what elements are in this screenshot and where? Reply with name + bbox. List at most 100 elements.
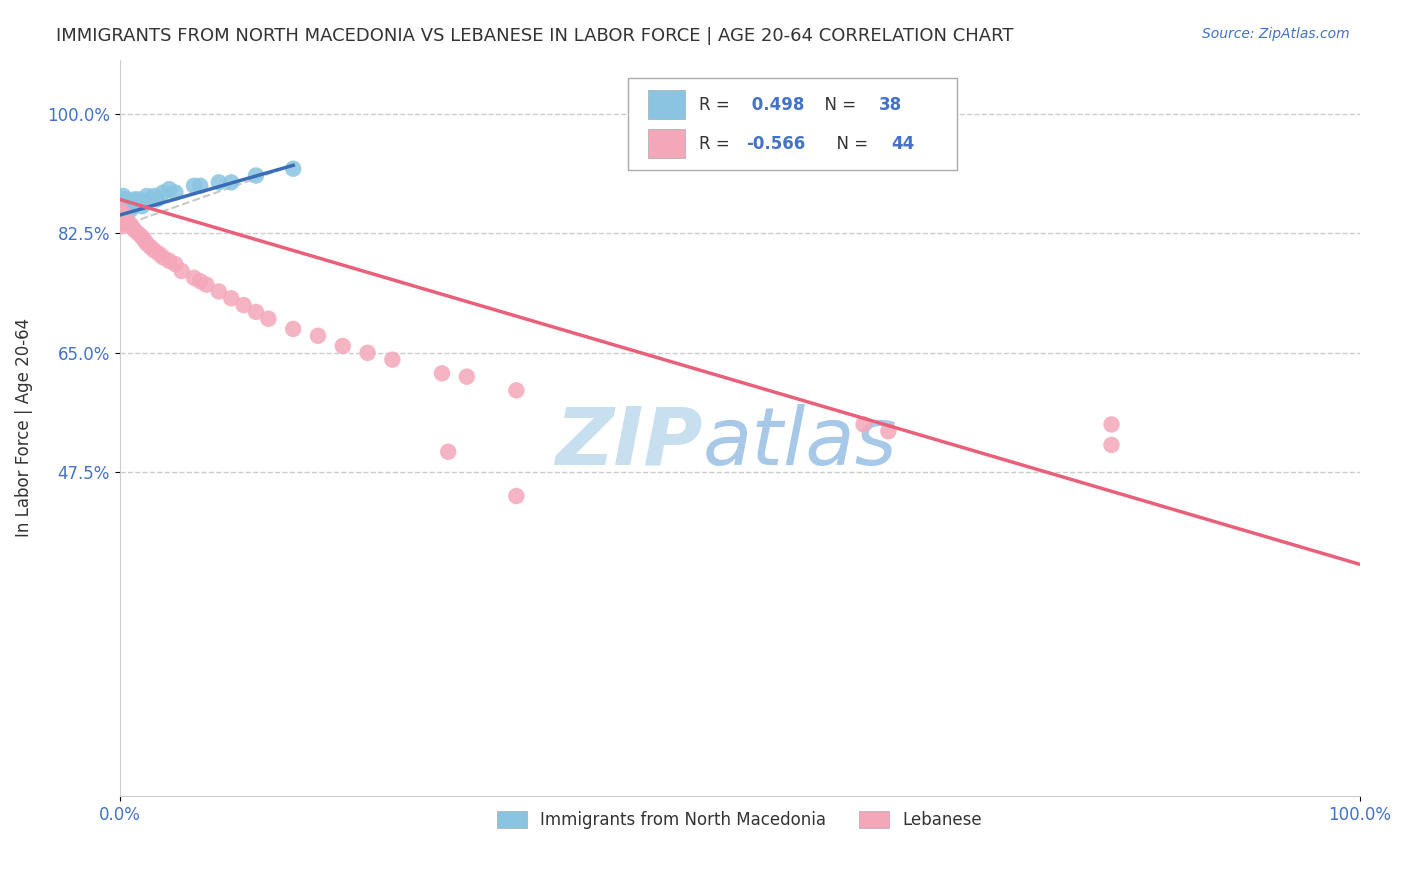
Point [157,182,180,196]
Point [157,253,180,268]
Point [143,244,166,258]
Point [127,193,149,207]
Point [143,189,166,203]
Point [437,444,460,458]
Point [108,206,131,220]
Point [134,195,156,210]
Point [108,212,131,227]
Point [112,193,135,207]
Point [114,193,136,207]
Point [183,178,205,193]
Point [121,195,143,210]
Point [114,195,136,210]
Point [121,199,143,213]
Point [108,193,131,207]
Text: 44: 44 [891,135,914,153]
Point [114,212,136,227]
Text: atlas: atlas [703,403,897,482]
Point [219,175,242,189]
Point [134,233,156,247]
Point [245,305,267,319]
Point [456,369,478,384]
Point [165,186,187,200]
Y-axis label: In Labor Force | Age 20-64: In Labor Force | Age 20-64 [15,318,32,537]
Point [208,285,231,299]
Point [245,169,267,183]
Point [108,206,131,220]
Point [125,195,148,210]
Point [108,210,131,224]
Point [152,251,174,265]
Point [208,175,231,189]
Point [283,161,305,176]
FancyBboxPatch shape [648,90,685,120]
FancyBboxPatch shape [628,78,956,170]
Point [108,202,131,217]
Point [120,202,142,217]
Point [135,236,157,251]
Point [108,216,131,230]
FancyBboxPatch shape [648,128,685,158]
Text: Source: ZipAtlas.com: Source: ZipAtlas.com [1202,27,1350,41]
Point [115,216,138,230]
Point [124,223,146,237]
Text: R =: R = [699,95,735,113]
Point [112,189,135,203]
Point [148,247,170,261]
Point [118,195,141,210]
Point [188,274,211,288]
Point [195,277,218,292]
Point [283,322,305,336]
Point [505,384,527,398]
Point [146,193,169,207]
Point [118,216,141,230]
Point [183,270,205,285]
Legend: Immigrants from North Macedonia, Lebanese: Immigrants from North Macedonia, Lebanes… [491,804,988,836]
Point [430,366,453,380]
Text: ZIP: ZIP [555,403,703,482]
Point [131,230,153,244]
Point [131,199,153,213]
Point [139,193,162,207]
Point [118,199,141,213]
Point [188,178,211,193]
Point [505,489,527,503]
Text: R =: R = [699,135,735,153]
Point [356,346,378,360]
Point [108,219,131,234]
Point [170,264,193,278]
Text: -0.566: -0.566 [745,135,806,153]
Point [114,195,136,210]
Point [332,339,354,353]
Point [108,212,131,227]
Point [124,193,146,207]
Point [127,227,149,241]
Point [108,195,131,210]
Text: IMMIGRANTS FROM NORTH MACEDONIA VS LEBANESE IN LABOR FORCE | AGE 20-64 CORRELATI: IMMIGRANTS FROM NORTH MACEDONIA VS LEBAN… [56,27,1014,45]
Text: 0.498: 0.498 [745,95,804,113]
Point [135,189,157,203]
Text: N =: N = [814,95,862,113]
Point [108,202,131,217]
Point [852,417,875,432]
Point [121,219,143,234]
Point [128,195,150,210]
Point [219,291,242,305]
Point [114,210,136,224]
Point [1101,438,1123,452]
Point [152,186,174,200]
Text: N =: N = [827,135,873,153]
Text: 38: 38 [879,95,901,113]
Point [139,240,162,254]
Point [112,206,135,220]
Point [115,199,138,213]
Point [120,219,142,234]
Point [307,328,329,343]
Point [108,199,131,213]
Point [1101,417,1123,432]
Point [108,210,131,224]
Point [257,311,280,326]
Point [165,257,187,271]
Point [232,298,254,312]
Point [381,352,404,367]
